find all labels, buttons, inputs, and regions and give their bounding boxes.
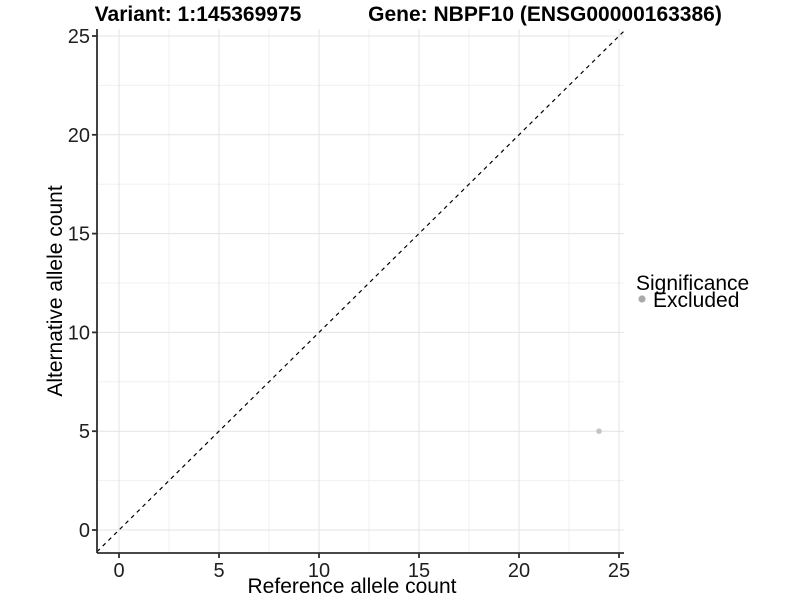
legend-key-dot bbox=[638, 295, 646, 303]
y-tick-label: 0 bbox=[79, 520, 90, 542]
major-gridlines bbox=[97, 29, 624, 553]
identity-reference-line-group bbox=[96, 30, 625, 553]
x-tick-label: 20 bbox=[508, 560, 530, 582]
x-tick-label: 10 bbox=[308, 560, 330, 582]
y-tick-label: 20 bbox=[68, 125, 90, 147]
y-tick-label: 15 bbox=[68, 224, 90, 246]
x-tick-label: 15 bbox=[408, 560, 430, 582]
y-tick-label: 5 bbox=[79, 421, 90, 443]
x-tick-label: 0 bbox=[113, 560, 124, 582]
axis-tick-marks bbox=[92, 35, 620, 558]
y-tick-label: 10 bbox=[68, 322, 90, 344]
y-tick-label: 25 bbox=[68, 26, 90, 48]
y-tick-labels: 0 5 10 15 20 25 bbox=[68, 26, 90, 542]
axis-lines bbox=[96, 29, 624, 554]
legend-title: Significance bbox=[636, 272, 749, 295]
x-tick-label: 25 bbox=[608, 560, 630, 582]
legend-entry-label: Excluded bbox=[653, 289, 739, 312]
x-tick-label: 5 bbox=[213, 560, 224, 582]
x-axis-title: Reference allele count bbox=[248, 575, 457, 598]
identity-line bbox=[96, 30, 625, 553]
data-points bbox=[596, 428, 602, 435]
gene-title: Gene: NBPF10 (ENSG00000163386) bbox=[368, 3, 722, 26]
data-point-excluded bbox=[596, 428, 602, 435]
variant-title: Variant: 1:145369975 bbox=[95, 3, 302, 26]
minor-gridlines bbox=[97, 29, 624, 553]
x-tick-labels: 0 5 10 15 20 25 bbox=[113, 560, 630, 582]
y-axis-title: Alternative allele count bbox=[44, 185, 67, 396]
legend-entries: Excluded bbox=[638, 289, 739, 312]
